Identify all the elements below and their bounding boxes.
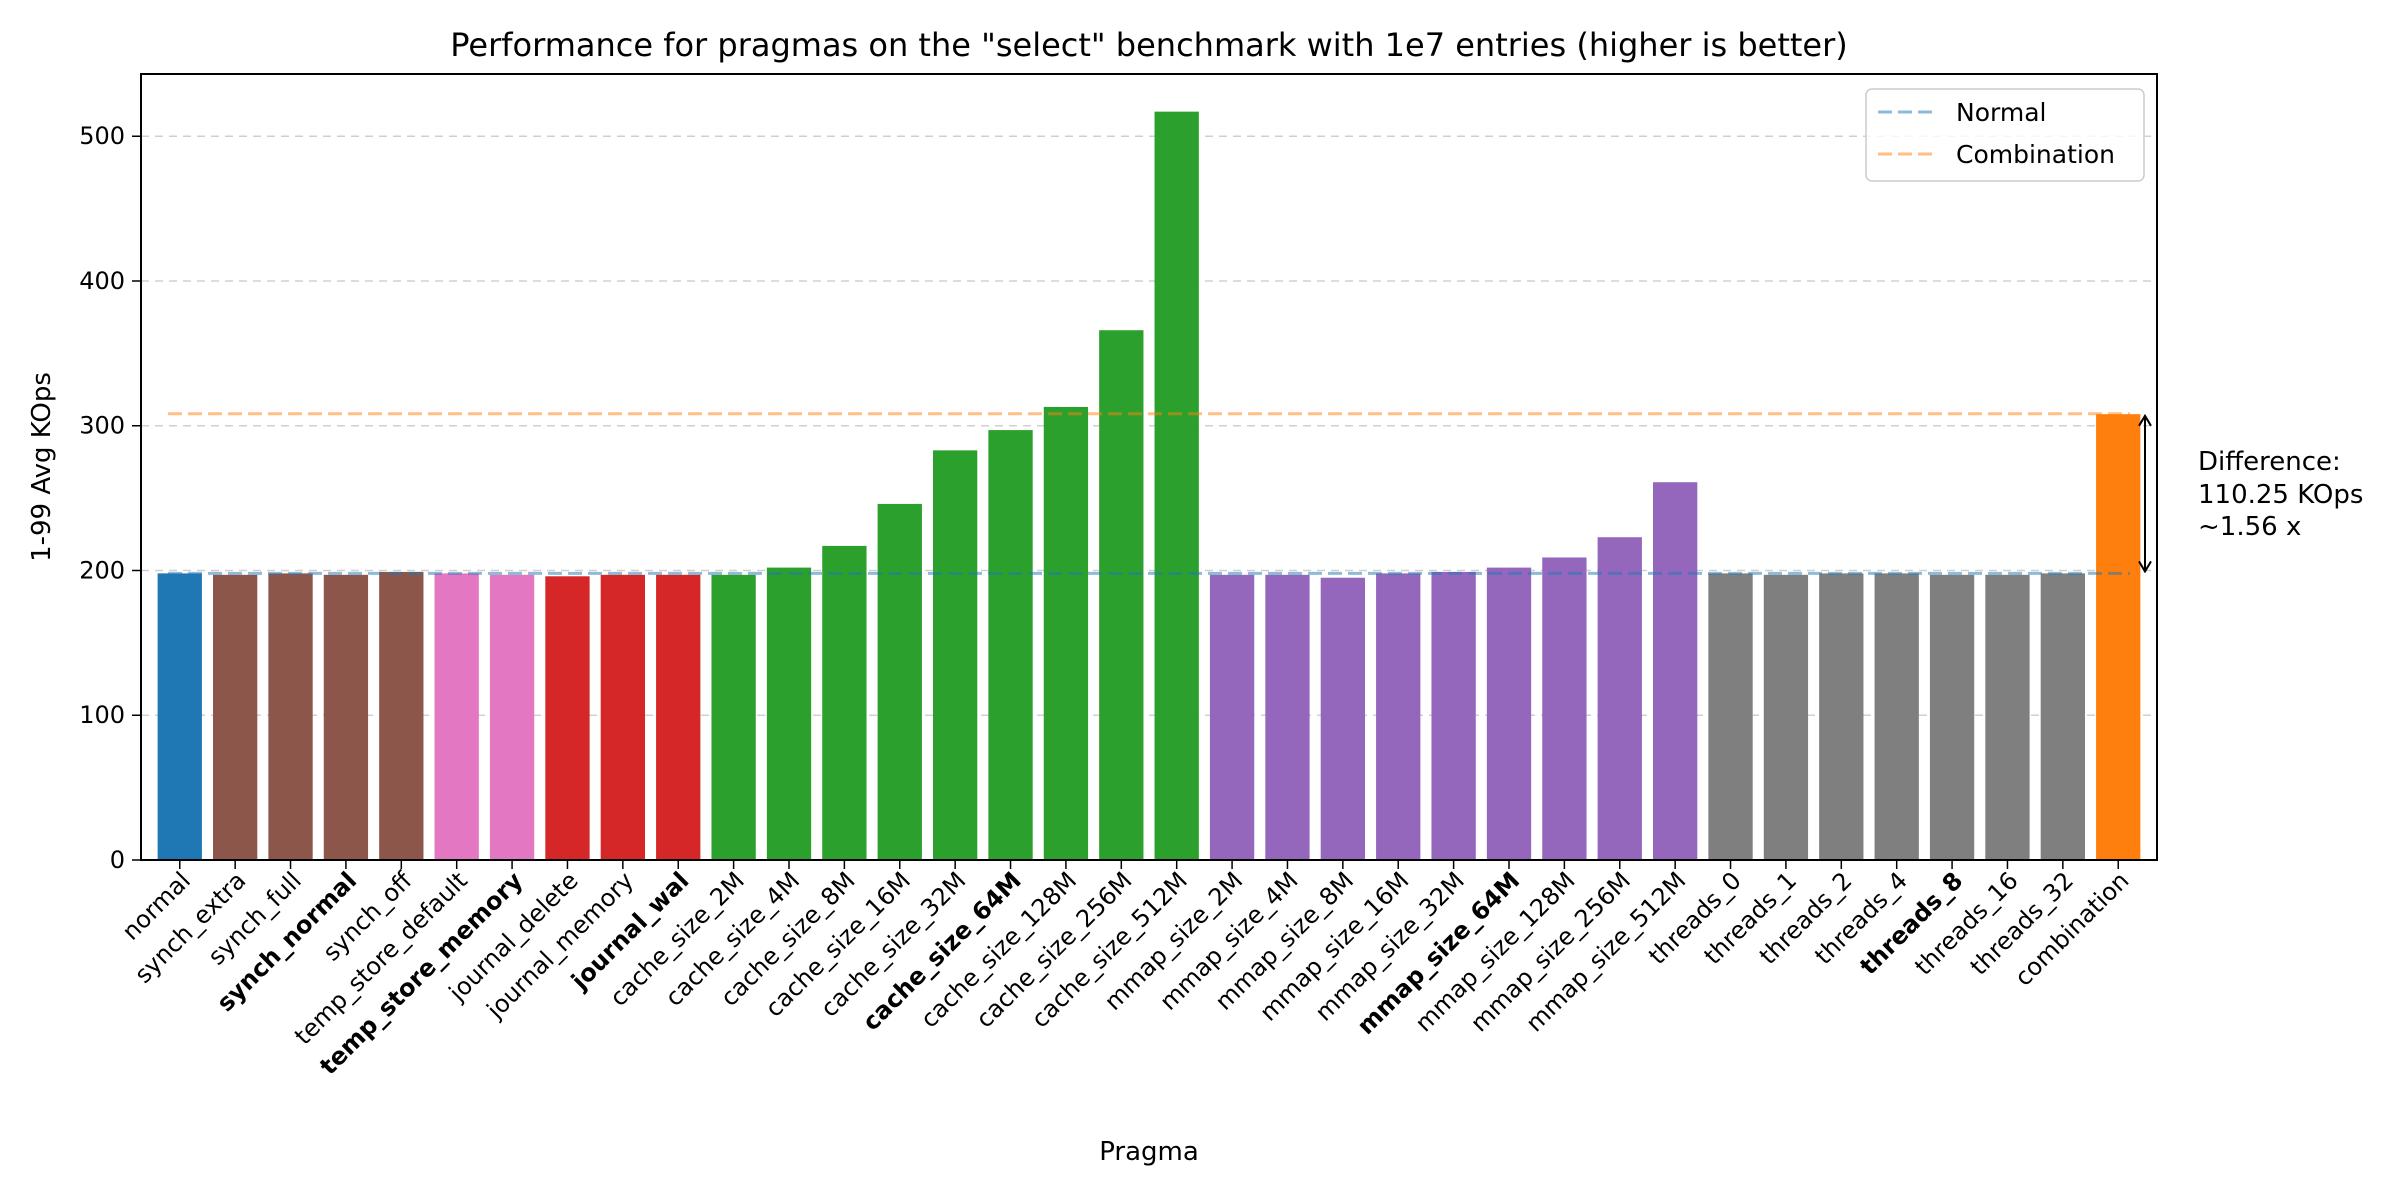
x-axis-title: Pragma: [1099, 1137, 1199, 1167]
bar-journal-delete: [545, 576, 590, 860]
bar-mmap-size-256M: [1597, 537, 1642, 860]
bar-threads-2: [1819, 573, 1864, 860]
bar-cache-size-128M: [1043, 406, 1089, 860]
difference-arrow-head-top: [2138, 413, 2152, 427]
y-tick-label: 0: [110, 846, 125, 874]
bar-cache-size-4M: [766, 567, 812, 860]
bar-synch-normal: [323, 574, 369, 860]
bar-mmap-size-32M: [1431, 571, 1476, 860]
legend-label-combination: Combination: [1956, 140, 2115, 169]
bar-journal-memory: [600, 574, 645, 860]
bar-cache-size-64M: [988, 430, 1033, 860]
chart-title: Performance for pragmas on the "select" …: [450, 26, 1848, 64]
bar-threads-0: [1708, 573, 1753, 860]
difference-arrow: [2138, 413, 2152, 574]
y-axis: 0 100 200 300 400 500: [79, 122, 141, 874]
bar-mmap-size-4M: [1265, 574, 1310, 860]
bar-cache-size-512M: [1154, 111, 1199, 860]
bar-threads-4: [1874, 573, 1919, 860]
bar-cache-size-32M: [933, 450, 978, 860]
bar-mmap-size-512M: [1653, 482, 1698, 860]
reference-lines: [168, 412, 2130, 575]
difference-value: 110.25 KOps: [2198, 480, 2363, 510]
bar-threads-16: [1985, 574, 2030, 860]
x-axis: normalsynch_extrasynch_fullsynch_normals…: [117, 860, 2134, 1080]
plot-frame: [140, 73, 2158, 861]
bar-threads-32: [2040, 573, 2085, 860]
legend-label-normal: Normal: [1956, 98, 2046, 127]
bar-cache-size-16M: [877, 503, 922, 860]
bar-journal-wal: [656, 574, 701, 860]
bar-temp-store-default: [434, 573, 479, 860]
bar-normal: [157, 573, 202, 860]
bar-cache-size-8M: [822, 545, 867, 860]
bar-synch-extra: [213, 574, 258, 860]
bar-mmap-size-128M: [1542, 557, 1587, 860]
legend: Normal Combination: [1865, 88, 2145, 182]
y-tick-label: 500: [79, 122, 125, 150]
bar-mmap-size-8M: [1320, 577, 1365, 860]
bar-temp-store-memory: [489, 574, 535, 860]
difference-ratio: ~1.56 x: [2198, 512, 2301, 542]
bar-cache-size-2M: [711, 574, 756, 860]
bar-synch-full: [268, 573, 313, 860]
bar-mmap-size-16M: [1376, 573, 1421, 860]
legend-box: [1865, 88, 2145, 182]
bar-mmap-size-64M: [1486, 567, 1532, 860]
bar-combination: [2096, 414, 2141, 860]
difference-label: Difference:: [2198, 447, 2341, 477]
y-tick-label: 100: [79, 701, 125, 729]
difference-arrow-head-bottom: [2138, 560, 2152, 574]
bar-synch-off: [379, 571, 424, 860]
difference-annotation: Difference: 110.25 KOps ~1.56 x: [2138, 413, 2363, 574]
bars: [157, 111, 2141, 860]
bar-mmap-size-2M: [1209, 574, 1255, 860]
bar-threads-1: [1763, 574, 1809, 860]
y-tick-label: 200: [79, 556, 125, 584]
bar-cache-size-256M: [1099, 330, 1144, 860]
y-tick-label: 400: [79, 267, 125, 295]
bar-threads-8: [1929, 574, 1975, 860]
y-axis-title: 1-99 Avg KOps: [27, 372, 57, 562]
y-tick-label: 300: [79, 412, 125, 440]
